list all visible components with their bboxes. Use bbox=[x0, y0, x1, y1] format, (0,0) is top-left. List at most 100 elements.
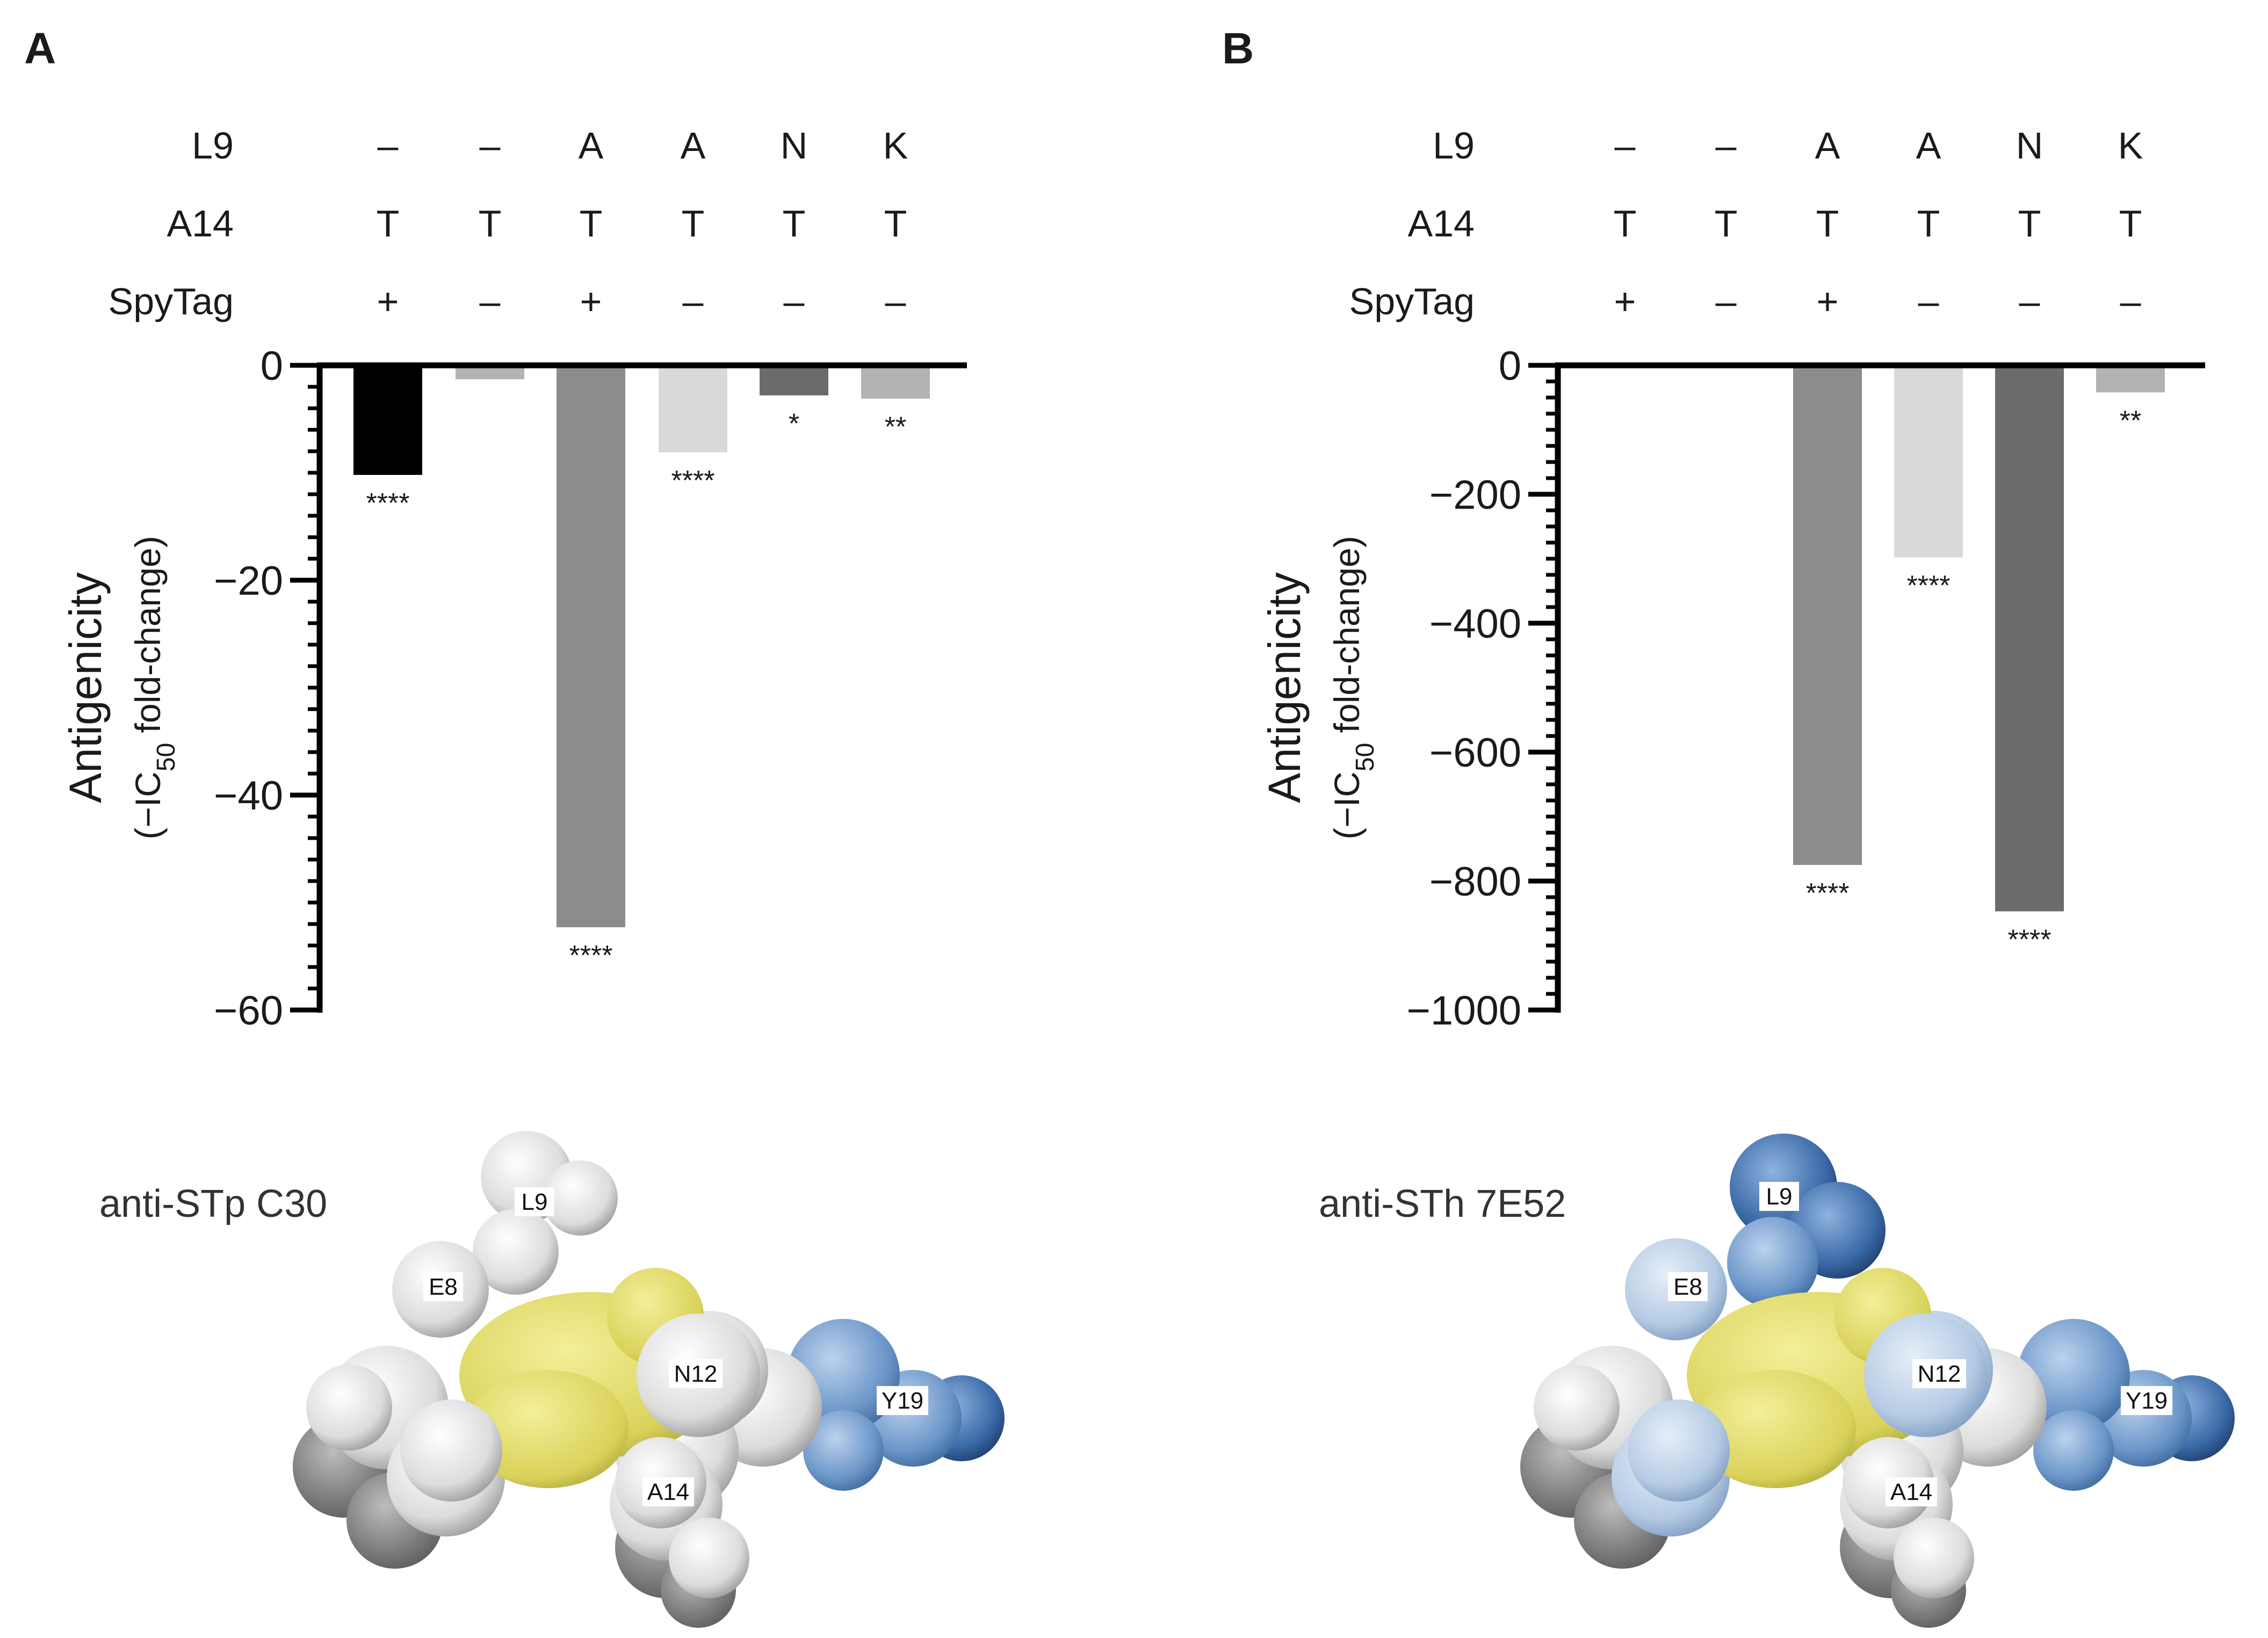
row-label-spytag: SpyTag bbox=[109, 280, 234, 322]
cell-a14: T bbox=[783, 203, 806, 244]
row-label-l9: L9 bbox=[192, 125, 234, 167]
cell-l9: K bbox=[2118, 125, 2143, 167]
y-tick-label: −800 bbox=[1429, 859, 1521, 905]
row-label-l9: L9 bbox=[1433, 125, 1475, 167]
cell-spytag: – bbox=[683, 280, 704, 322]
y-tick-label: 0 bbox=[1499, 343, 1521, 389]
residue-label-l9: L9 bbox=[522, 1189, 548, 1215]
panel-a: A L9 A14 SpyTag – – A A N K T T T T T T … bbox=[24, 24, 1005, 1628]
significance-label: **** bbox=[2008, 924, 2052, 955]
y-axis-sublabel-a: (−IC50 fold-change) bbox=[128, 536, 180, 839]
cell-spytag: – bbox=[2120, 280, 2141, 322]
row-label-a14: A14 bbox=[167, 203, 234, 244]
row-values-spytag: + – + – – – bbox=[377, 280, 906, 322]
residue-label-a14: A14 bbox=[1890, 1479, 1932, 1505]
y-tick-label: −40 bbox=[214, 773, 283, 819]
cell-l9: A bbox=[579, 125, 604, 167]
cell-l9: N bbox=[2016, 125, 2043, 167]
bar bbox=[353, 365, 422, 475]
cell-l9: – bbox=[480, 125, 501, 167]
cell-l9: A bbox=[1916, 125, 1941, 167]
panel-b: B L9 A14 SpyTag – – A A N K T T T T T T … bbox=[1222, 24, 2235, 1628]
y-axis-sublabel-b: (−IC50 fold-change) bbox=[1327, 536, 1379, 839]
cell-a14: T bbox=[580, 203, 603, 244]
cell-a14: T bbox=[682, 203, 705, 244]
row-label-spytag: SpyTag bbox=[1349, 280, 1475, 322]
cell-l9: – bbox=[1615, 125, 1636, 167]
molecule-surface-b bbox=[1520, 1134, 2235, 1628]
cell-spytag: + bbox=[1614, 280, 1636, 322]
cell-l9: A bbox=[681, 125, 706, 167]
cell-a14: T bbox=[2119, 203, 2142, 244]
cell-l9: – bbox=[378, 125, 399, 167]
cell-spytag: – bbox=[2019, 280, 2040, 322]
residue-label-l9: L9 bbox=[1766, 1184, 1793, 1210]
cell-l9: K bbox=[883, 125, 908, 167]
bar-chart-b: **************0−200−400−600−800−1000 bbox=[1407, 343, 2205, 1034]
cell-l9: – bbox=[1716, 125, 1737, 167]
residue-label-n12: N12 bbox=[1918, 1361, 1961, 1387]
cell-spytag: – bbox=[885, 280, 906, 322]
cell-a14: T bbox=[1614, 203, 1637, 244]
cell-a14: T bbox=[1715, 203, 1738, 244]
cell-a14: T bbox=[884, 203, 907, 244]
row-values-a14: T T T T T T bbox=[1614, 203, 2142, 244]
significance-label: * bbox=[789, 408, 799, 439]
residue-labels-b: L9 E8 N12 Y19 A14 bbox=[1668, 1182, 2172, 1506]
y-tick-label: 0 bbox=[261, 343, 283, 389]
row-values-l9: – – A A N K bbox=[378, 125, 908, 167]
significance-label: ** bbox=[885, 412, 906, 443]
bar bbox=[1793, 365, 1862, 865]
bar bbox=[1894, 365, 1963, 558]
y-tick-label: −200 bbox=[1429, 472, 1521, 518]
molecule-surface-a bbox=[293, 1131, 1005, 1628]
y-axis-label-a: Antigenicity bbox=[60, 572, 111, 803]
significance-label: **** bbox=[366, 488, 410, 519]
y-tick-label: −60 bbox=[214, 988, 283, 1034]
row-values-spytag: + – + – – – bbox=[1614, 280, 2141, 322]
y-tick-label: −400 bbox=[1429, 601, 1521, 647]
cell-a14: T bbox=[1816, 203, 1839, 244]
significance-label: **** bbox=[569, 940, 613, 971]
cell-l9: A bbox=[1815, 125, 1840, 167]
cell-spytag: – bbox=[480, 280, 501, 322]
cell-a14: T bbox=[479, 203, 502, 244]
molecule-title-b: anti-STh 7E52 bbox=[1319, 1182, 1566, 1225]
panel-letter-b: B bbox=[1222, 24, 1254, 73]
cell-a14: T bbox=[1917, 203, 1940, 244]
row-values-a14: T T T T T T bbox=[377, 203, 907, 244]
residue-label-a14: A14 bbox=[647, 1479, 689, 1505]
cell-a14: T bbox=[2018, 203, 2041, 244]
bar bbox=[659, 365, 727, 452]
significance-label: **** bbox=[1806, 878, 1850, 909]
cell-l9: N bbox=[781, 125, 808, 167]
cell-spytag: – bbox=[784, 280, 805, 322]
residue-labels-a: L9 E8 N12 Y19 A14 bbox=[423, 1187, 928, 1506]
y-tick-label: −600 bbox=[1429, 730, 1521, 776]
residue-label-e8: E8 bbox=[1673, 1274, 1702, 1300]
significance-label: **** bbox=[1907, 571, 1951, 602]
cell-spytag: + bbox=[580, 280, 602, 322]
bar bbox=[760, 365, 828, 395]
bar bbox=[861, 365, 930, 399]
residue-label-e8: E8 bbox=[429, 1274, 458, 1300]
molecule-title-a: anti-STp C30 bbox=[99, 1182, 327, 1225]
y-tick-label: −1000 bbox=[1407, 988, 1521, 1034]
y-tick-label: −20 bbox=[214, 558, 283, 604]
bar bbox=[1995, 365, 2064, 912]
significance-label: ** bbox=[2120, 405, 2141, 436]
cell-spytag: + bbox=[1817, 280, 1839, 322]
residue-label-y19: Y19 bbox=[2126, 1388, 2168, 1414]
row-values-l9: – – A A N K bbox=[1615, 125, 2143, 167]
cell-spytag: – bbox=[1918, 280, 1939, 322]
cell-spytag: – bbox=[1716, 280, 1737, 322]
panel-letter-a: A bbox=[24, 24, 56, 73]
residue-label-n12: N12 bbox=[674, 1361, 718, 1387]
residue-label-y19: Y19 bbox=[882, 1388, 923, 1414]
bar-chart-a: ************* **0−20−40−60 bbox=[214, 343, 967, 1034]
y-axis-label-b: Antigenicity bbox=[1259, 572, 1310, 803]
cell-a14: T bbox=[377, 203, 400, 244]
significance-label: **** bbox=[671, 465, 715, 496]
bar bbox=[2096, 365, 2165, 393]
